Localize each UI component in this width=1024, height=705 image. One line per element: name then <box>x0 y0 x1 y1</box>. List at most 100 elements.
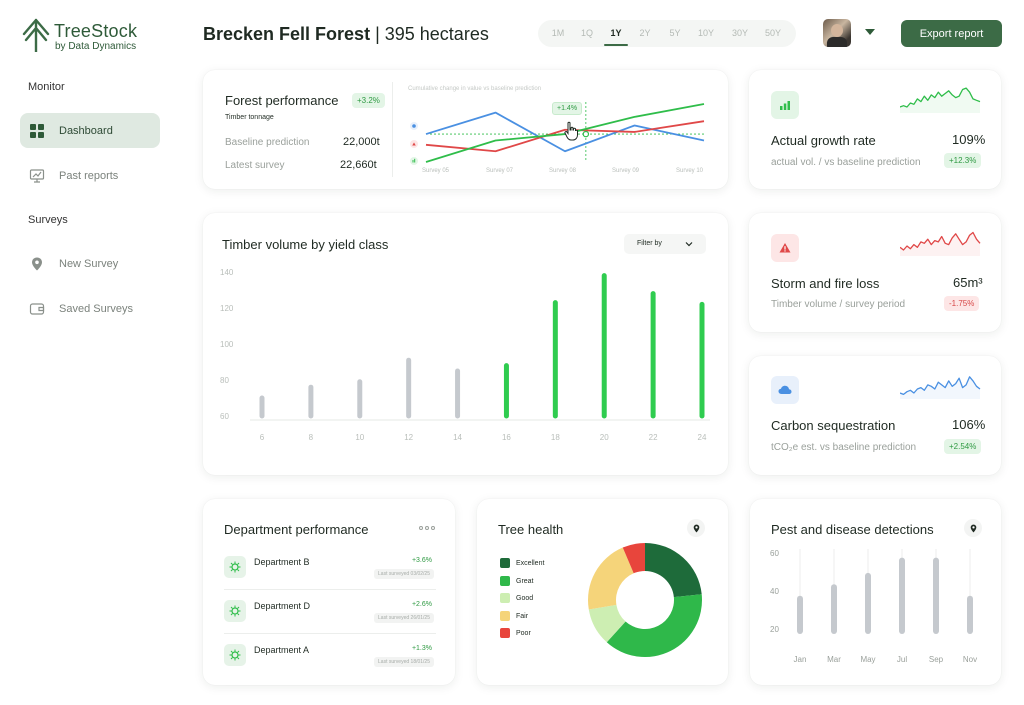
donut-slice-fair <box>588 547 634 610</box>
carbon-sparkline <box>900 376 981 399</box>
sparkline-area <box>900 88 980 113</box>
tree-health-donut-chart <box>588 543 702 657</box>
series-icons <box>410 122 418 165</box>
filter-label: Filter by <box>637 240 662 247</box>
department-row[interactable]: Department B +3.6% Last surveyed 03/02/2… <box>224 552 436 586</box>
x-tick-label: Jul <box>897 655 907 664</box>
x-tick-label: Jan <box>794 655 807 664</box>
range-option[interactable]: 1M <box>551 28 565 38</box>
kpi-card-storm <box>749 213 1001 332</box>
department-delta: +1.3% <box>411 645 432 652</box>
divider <box>392 82 393 177</box>
divider <box>224 589 436 590</box>
y-tick-label: 40 <box>770 587 779 596</box>
legend-item: Poor <box>500 628 531 638</box>
range-option-selected[interactable]: 1Y <box>610 28 622 38</box>
sidebar-item-saved-surveys[interactable]: Saved Surveys <box>20 291 160 326</box>
y-tick-label: 80 <box>220 376 229 385</box>
pest-disease-card <box>750 499 1001 685</box>
sidebar-item-label: Saved Surveys <box>59 302 133 315</box>
range-option[interactable]: 50Y <box>764 28 781 38</box>
virus-icon <box>224 644 246 666</box>
department-row[interactable]: Department A +1.3% Last surveyed 18/01/2… <box>224 640 436 674</box>
forest-area: | 395 hectares <box>375 24 489 44</box>
range-option[interactable]: 10Y <box>697 28 714 38</box>
range-option[interactable]: 5Y <box>669 28 681 38</box>
legend-item: Excellent <box>500 558 544 568</box>
chevron-down-icon[interactable] <box>865 29 875 35</box>
legend-swatch <box>500 576 510 586</box>
range-option[interactable]: 1Q <box>580 28 593 38</box>
user-avatar[interactable] <box>823 19 851 47</box>
x-label: Survey 08 <box>549 168 577 174</box>
department-name: Department A <box>254 645 310 655</box>
line-chart-title: Cumulative change in value vs baseline p… <box>408 86 542 92</box>
legend-item: Great <box>500 576 534 586</box>
kpi-delta-badge: +12.3% <box>944 153 982 168</box>
kpi-caption: actual vol. / vs baseline prediction <box>771 157 921 168</box>
legend-label: Great <box>516 577 534 585</box>
baseline-label: Baseline prediction <box>225 137 310 148</box>
latest-label: Latest survey <box>225 160 285 171</box>
range-option[interactable]: 30Y <box>731 28 748 38</box>
series-line-1 <box>425 120 705 153</box>
bar-chart-icon <box>771 91 799 119</box>
map-pin-icon[interactable] <box>964 519 982 537</box>
presentation-chart-icon <box>28 167 46 185</box>
sparkline-area <box>900 232 980 256</box>
forest-performance-card <box>203 70 728 189</box>
sidebar-heading-monitor: Monitor <box>28 81 65 93</box>
cursor-hand-icon <box>564 121 578 141</box>
performance-title: Forest performance <box>225 93 339 108</box>
more-options-icon[interactable] <box>419 523 435 533</box>
series-line-0 <box>425 111 705 153</box>
department-delta: +2.6% <box>411 601 432 608</box>
legend-label: Poor <box>516 629 531 637</box>
x-label: Survey 09 <box>612 168 640 174</box>
tree-health-title: Tree health <box>498 522 564 537</box>
department-name: Department B <box>254 557 310 567</box>
x-tick-label: 10 <box>355 433 364 442</box>
sidebar-item-past-reports[interactable]: Past reports <box>20 158 160 193</box>
x-tick-label: May <box>860 655 875 664</box>
kpi-card-carbon <box>749 356 1001 475</box>
timber-bar-chart: 140 120 100 80 60 6 8 10 12 14 16 18 20 22 24 <box>220 268 710 442</box>
brand-logo[interactable]: TreeStock by Data Dynamics <box>22 18 172 58</box>
x-tick-label: 8 <box>309 433 314 442</box>
kpi-value: 109% <box>952 132 986 147</box>
department-delta: +3.6% <box>411 557 432 564</box>
y-tick-label: 140 <box>220 268 234 277</box>
pest-bar-chart: 60 40 20 Jan Mar May Jul Sep Nov <box>770 549 977 664</box>
wallet-icon <box>28 300 46 318</box>
growth-sparkline <box>900 87 981 113</box>
export-report-button[interactable]: Export report <box>901 20 1002 47</box>
hover-point <box>582 130 590 138</box>
filter-dropdown[interactable]: Filter by <box>624 234 706 254</box>
map-pin-icon <box>28 255 46 273</box>
department-last-surveyed: Last surveyed 18/01/25 <box>374 657 434 667</box>
donut-slice-excellent <box>645 543 702 598</box>
kpi-delta-badge: -1.75% <box>944 296 980 311</box>
department-row[interactable]: Department D +2.6% Last surveyed 26/01/2… <box>224 596 436 630</box>
range-selected-underline <box>604 44 628 46</box>
divider <box>224 633 436 634</box>
legend-label: Good <box>516 594 534 602</box>
virus-icon <box>224 556 246 578</box>
x-tick-label: 16 <box>502 433 511 442</box>
kpi-delta-badge: +2.54% <box>944 439 982 454</box>
sparkline-line <box>900 87 981 108</box>
sidebar-item-new-survey[interactable]: New Survey <box>20 246 160 281</box>
virus-icon <box>224 600 246 622</box>
legend-swatch <box>500 593 510 603</box>
sidebar-item-dashboard[interactable]: Dashboard <box>20 113 160 148</box>
kpi-caption: Timber volume / survey period <box>771 299 906 310</box>
performance-badge: +3.2% <box>352 93 385 108</box>
department-last-surveyed: Last surveyed 03/02/25 <box>374 569 434 579</box>
storm-sparkline <box>900 231 981 256</box>
x-tick-label: 18 <box>551 433 560 442</box>
sidebar-item-label: Dashboard <box>59 124 113 137</box>
sparkline-line <box>900 231 981 251</box>
x-label: Survey 05 <box>422 168 450 174</box>
map-pin-icon[interactable] <box>687 519 705 537</box>
range-option[interactable]: 2Y <box>639 28 651 38</box>
